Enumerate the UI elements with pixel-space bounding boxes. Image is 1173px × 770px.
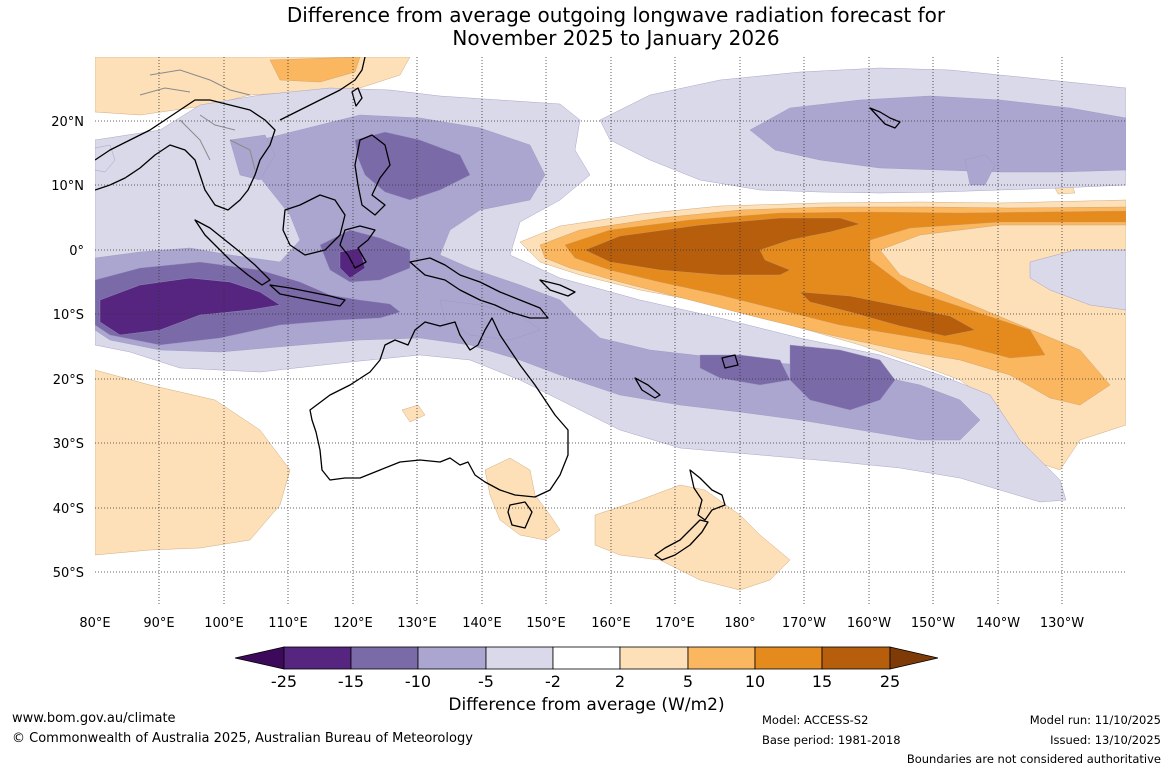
positive-anomaly-shading xyxy=(95,57,1126,591)
lon-label: 100°E xyxy=(204,616,244,631)
lon-label: 120°E xyxy=(333,616,373,631)
colorbar-segment xyxy=(619,646,689,670)
colorbar-tick-label: 10 xyxy=(745,672,765,691)
lon-label: 130°W xyxy=(1040,616,1084,631)
lat-label: 10°N xyxy=(51,179,84,194)
anomaly-region-east-pacific-15 xyxy=(584,217,861,276)
map-area xyxy=(95,57,1126,605)
lon-label: 180° xyxy=(724,616,755,631)
disclaimer-text: Boundaries are not considered authoritat… xyxy=(906,752,1161,766)
colorbar-arrow-high xyxy=(889,646,939,670)
model-run-date: Model run: 11/10/2025 xyxy=(1029,713,1161,727)
anomaly-region-japan-5 xyxy=(964,154,996,186)
lon-label: 150°E xyxy=(526,616,566,631)
anomaly-region-png-5 xyxy=(439,299,541,341)
anomaly-region-new-zealand xyxy=(594,484,791,591)
colorbar-segment xyxy=(485,646,554,670)
hawaii-coastline xyxy=(869,107,901,129)
issued-date: Issued: 13/10/2025 xyxy=(1050,733,1161,747)
lat-label: 20°N xyxy=(51,115,84,130)
base-period: Base period: 1981-2018 xyxy=(762,733,901,747)
new-guinea-coastline xyxy=(409,257,549,319)
colorbar-segment xyxy=(552,646,621,670)
anomaly-region-south-indian xyxy=(95,369,291,556)
colorbar-tick-label: 5 xyxy=(683,672,693,691)
colorbar: -25 -15 -10 -5 -2 2 5 10 15 25 xyxy=(234,646,939,691)
title-line-1: Difference from average outgoing longwav… xyxy=(286,3,946,27)
longitude-labels: 80°E 90°E 100°E 110°E 120°E 130°E 140°E … xyxy=(79,616,1084,631)
lon-label: 130°E xyxy=(397,616,437,631)
lat-label: 0° xyxy=(69,244,84,259)
anomaly-region-asia-north-mid xyxy=(269,57,361,83)
taiwan-coastline xyxy=(351,87,363,107)
sumatra-coastline xyxy=(194,219,271,286)
latitude-labels: 20°N 10°N 0° 10°S 20°S 30°S 40°S 50°S xyxy=(51,115,84,581)
australia-coastline xyxy=(309,317,569,498)
anomaly-region-tasman xyxy=(484,457,561,541)
lat-label: 30°S xyxy=(53,437,84,452)
new-caledonia-coastline xyxy=(634,377,661,399)
lon-label: 90°E xyxy=(143,616,174,631)
anomaly-region-bight xyxy=(401,404,426,423)
asia-borders xyxy=(139,69,256,171)
lon-label: 80°E xyxy=(79,616,110,631)
anomaly-region-east-pacific-neg xyxy=(1029,249,1126,311)
colorbar-tick-label: -10 xyxy=(405,672,431,691)
se-asia-mainland-coastline xyxy=(95,99,276,211)
coastlines xyxy=(95,57,901,561)
colorbar-tick-label: 25 xyxy=(880,672,900,691)
lon-label: 160°E xyxy=(591,616,631,631)
anomaly-region-sri-lanka-2 xyxy=(95,144,116,173)
china-coast-coastline xyxy=(279,57,366,121)
anomaly-region-vietnam-5 xyxy=(229,134,276,181)
lat-label: 20°S xyxy=(53,373,84,388)
lon-label: 140°W xyxy=(976,616,1020,631)
anomaly-region-indian-15 xyxy=(99,277,281,336)
anomaly-region-south-pacific-10b xyxy=(699,354,791,386)
title-line-2: November 2025 to January 2026 xyxy=(452,26,780,50)
colorbar-arrow-low xyxy=(234,646,285,670)
java-coastline xyxy=(269,284,346,307)
solomon-islands-coastline xyxy=(539,279,576,297)
colorbar-tick-label: 15 xyxy=(812,672,832,691)
graticule xyxy=(95,57,1126,605)
lon-label: 170°E xyxy=(655,616,695,631)
lat-label: 40°S xyxy=(53,502,84,517)
colorbar-tick-label: -2 xyxy=(545,672,561,691)
lat-label: 50°S xyxy=(53,566,84,581)
new-zealand-south-coastline xyxy=(654,519,709,561)
website-link[interactable]: www.bom.gov.au/climate xyxy=(12,711,176,726)
lon-label: 110°E xyxy=(268,616,308,631)
colorbar-title: Difference from average (W/m2) xyxy=(448,695,725,715)
colorbar-segment xyxy=(687,646,756,670)
colorbar-tick-label: -5 xyxy=(478,672,494,691)
colorbar-segment xyxy=(283,646,352,670)
anomaly-region-philippines-10 xyxy=(354,131,471,201)
country-borders xyxy=(139,69,256,171)
colorbar-segment xyxy=(417,646,487,670)
colorbar-tick-label: -15 xyxy=(338,672,364,691)
colorbar-segment xyxy=(754,646,823,670)
lon-label: 150°W xyxy=(911,616,955,631)
philippines-coastline xyxy=(354,134,391,216)
lat-label: 10°S xyxy=(53,308,84,323)
colorbar-segment xyxy=(350,646,419,670)
chart-title: Difference from average outgoing longwav… xyxy=(0,4,1173,50)
model-name: Model: ACCESS-S2 xyxy=(762,713,869,727)
colorbar-tick-label: 2 xyxy=(615,672,625,691)
tasmania-coastline xyxy=(507,501,533,529)
lon-label: 160°W xyxy=(847,616,891,631)
copyright-text: © Commonwealth of Australia 2025, Austra… xyxy=(12,731,473,746)
lon-label: 170°W xyxy=(782,616,826,631)
colorbar-segment xyxy=(821,646,891,670)
fiji-coastline xyxy=(721,354,739,369)
lon-label: 140°E xyxy=(462,616,502,631)
new-zealand-north-coastline xyxy=(689,469,726,521)
colorbar-tick-label: -25 xyxy=(271,672,297,691)
anomaly-region-north-pacific-5 xyxy=(749,95,1126,173)
